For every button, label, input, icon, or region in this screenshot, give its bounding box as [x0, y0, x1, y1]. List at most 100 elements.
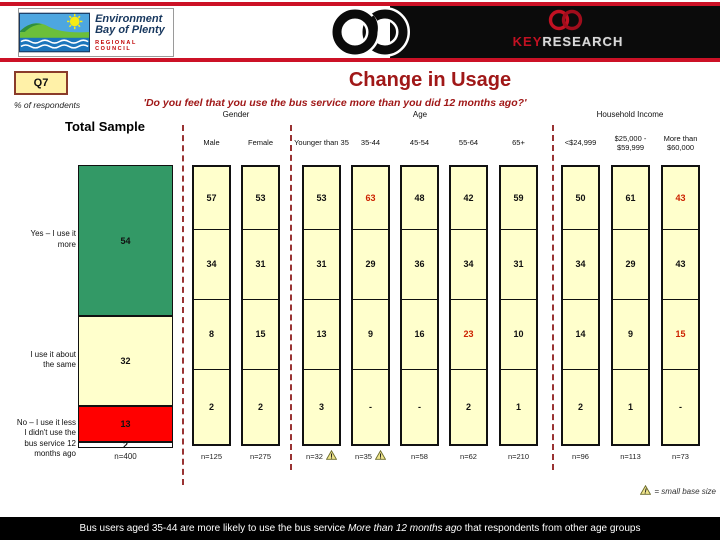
column-base-size: n=35! [341, 449, 401, 462]
column-base-size: n=62 [460, 451, 477, 461]
table-cell: 15 [663, 298, 698, 370]
header-top-rule [0, 2, 720, 6]
table-cell: 29 [613, 229, 648, 299]
small-base-legend: ! = small base size [640, 484, 716, 497]
cell-value: 14 [575, 329, 586, 340]
column-header: 65+ [512, 138, 525, 148]
table-cell: 13 [304, 298, 339, 370]
table-cell: 59 [501, 167, 536, 229]
question-badge: Q7 [14, 71, 68, 95]
table-column: 50 34 14 2 [561, 165, 600, 446]
table-cell: 31 [243, 229, 278, 299]
ebop-org-line1: Environment [95, 12, 163, 25]
column-base-size: n=58 [411, 451, 428, 461]
column-base-size: n=96 [572, 451, 589, 461]
table-cell: 2 [243, 369, 278, 444]
table-cell: 16 [402, 298, 437, 370]
table-column: 53 31 13 3 [302, 165, 341, 446]
table-column: 48 36 16 - [400, 165, 439, 446]
insight-text-post: that respondents from other age groups [462, 523, 641, 534]
keyresearch-logo: KEYRESEARCH [468, 7, 668, 55]
table-cell: 2 [451, 369, 486, 444]
cell-value: 53 [255, 193, 266, 203]
table-cell: 50 [563, 167, 598, 229]
group-header-age: Age [412, 110, 428, 119]
ebop-org-line2: Bay of Plenty [95, 24, 165, 36]
table-cell: 53 [304, 167, 339, 229]
header-black-band [390, 6, 720, 58]
bar-segment-value: 13 [120, 419, 131, 430]
insight-banner: Bus users aged 35-44 are more likely to … [0, 517, 720, 540]
cell-value: 10 [513, 329, 524, 340]
warning-icon: ! [640, 484, 652, 497]
ebop-landscape-icon [19, 12, 91, 53]
column-base-size: n=275 [249, 451, 272, 461]
cell-value: 29 [365, 259, 376, 270]
table-column: 59 31 10 1 [499, 165, 538, 446]
column-header: $25,000 - $59,999 [614, 134, 647, 152]
table-cell: 36 [402, 229, 437, 299]
question-subtitle: 'Do you feel that you use the bus servic… [143, 97, 527, 109]
ebop-logo: Environment Bay of Plenty REGIONAL COUNC… [18, 8, 174, 57]
table-column: 53 31 15 2 [241, 165, 280, 446]
header-bottom-rule [0, 58, 720, 62]
small-base-legend-text: = small base size [654, 486, 716, 496]
cell-value: 34 [206, 259, 217, 270]
table-cell: 14 [563, 298, 598, 370]
insight-text-pre: Bus users aged 35-44 are more likely to … [79, 523, 349, 534]
warning-icon: ! [374, 449, 387, 462]
cell-value: 15 [675, 329, 686, 340]
table-cell: - [402, 369, 437, 444]
cell-value: 15 [255, 329, 266, 340]
percent-note: % of respondents [14, 100, 81, 110]
table-cell: 61 [613, 167, 648, 229]
cell-value: - [418, 402, 421, 412]
cell-value: 43 [675, 259, 686, 270]
ebop-org-sub: REGIONAL COUNCIL [95, 39, 137, 52]
cell-value: 61 [625, 193, 636, 203]
cell-value: 31 [513, 259, 524, 270]
group-header-household-income: Household Income [596, 110, 664, 119]
table-cell: 53 [243, 167, 278, 229]
cell-value: 1 [515, 402, 521, 412]
cell-value: 16 [414, 329, 425, 340]
cell-value: 1 [627, 402, 633, 412]
cell-value: 2 [257, 402, 263, 412]
column-header: Younger than 35 [294, 138, 349, 148]
total-sample-bar: 54 32 13 2 [78, 165, 173, 450]
bar-segment-value: 32 [120, 356, 131, 367]
column-base-size: n=113 [620, 451, 641, 461]
table-cell: 34 [451, 229, 486, 299]
bar-segment: 54 [78, 165, 173, 317]
table-cell: 43 [663, 167, 698, 229]
group-divider [182, 125, 184, 485]
column-header: 55-64 [458, 138, 479, 148]
cell-value: 3 [318, 402, 324, 412]
ebop-logo-text: Environment Bay of Plenty REGIONAL COUNC… [90, 12, 173, 52]
table-cell: 29 [353, 229, 388, 299]
cell-value: 9 [627, 329, 633, 340]
table-cell: 48 [402, 167, 437, 229]
table-cell: 9 [613, 298, 648, 370]
row-label: I use it about the same [30, 349, 76, 370]
table-cell: 1 [613, 369, 648, 444]
cell-value: 34 [463, 259, 474, 270]
cell-value: 43 [675, 193, 686, 203]
table-column: 43 43 15 - [661, 165, 700, 446]
column-header: More than $60,000 [663, 134, 698, 152]
insight-text-italic: More than 12 months ago [348, 523, 462, 534]
table-cell: 31 [501, 229, 536, 299]
column-header: Male [203, 138, 220, 148]
bar-segment: 32 [78, 316, 173, 406]
cell-value: - [679, 402, 682, 412]
column-base-size: n=73 [672, 451, 689, 461]
row-label: No – I use it less [16, 417, 76, 427]
cell-value: 34 [575, 259, 586, 270]
table-cell: 34 [194, 229, 229, 299]
row-label: Yes – I use it more [30, 229, 76, 249]
group-divider [290, 125, 292, 470]
table-column: 42 34 23 2 [449, 165, 488, 446]
table-cell: - [353, 369, 388, 444]
column-base-size: n=32! [292, 449, 352, 462]
